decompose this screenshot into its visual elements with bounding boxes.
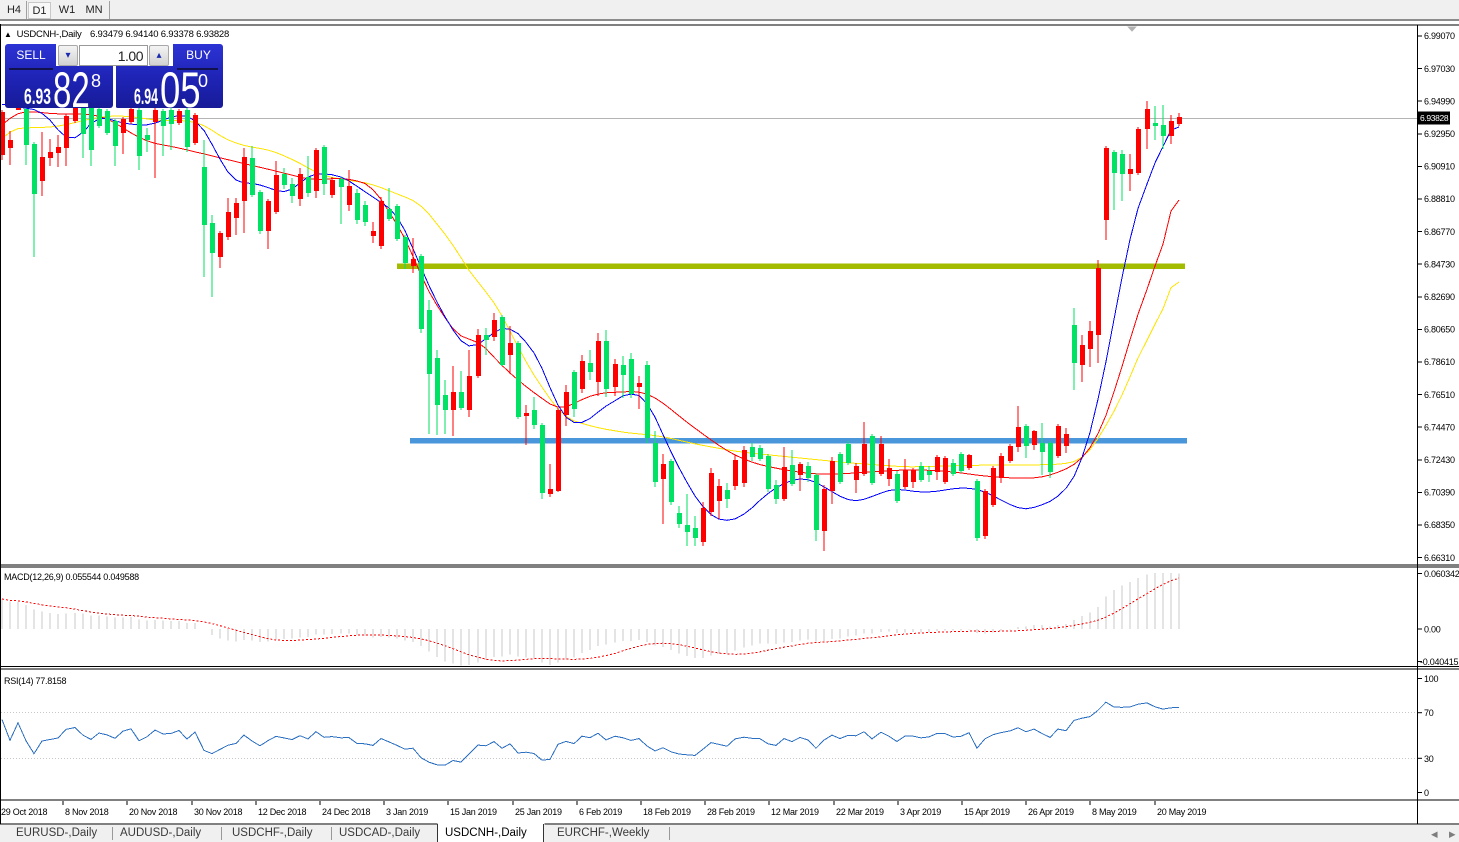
svg-text:3 Jan 2019: 3 Jan 2019 bbox=[386, 807, 428, 817]
svg-text:26 Apr 2019: 26 Apr 2019 bbox=[1028, 807, 1074, 817]
svg-text:6.70390: 6.70390 bbox=[1424, 488, 1455, 498]
svg-text:30 Nov 2018: 30 Nov 2018 bbox=[194, 807, 243, 817]
svg-text:6.74470: 6.74470 bbox=[1424, 422, 1455, 432]
svg-text:6.76510: 6.76510 bbox=[1424, 390, 1455, 400]
svg-text:24 Dec 2018: 24 Dec 2018 bbox=[322, 807, 371, 817]
svg-text:6.82690: 6.82690 bbox=[1424, 292, 1455, 302]
svg-text:6.92950: 6.92950 bbox=[1424, 129, 1455, 139]
svg-text:20 May 2019: 20 May 2019 bbox=[1157, 807, 1207, 817]
svg-text:6.66310: 6.66310 bbox=[1424, 553, 1455, 563]
svg-text:6 Feb 2019: 6 Feb 2019 bbox=[579, 807, 622, 817]
svg-text:100: 100 bbox=[1424, 674, 1439, 684]
svg-text:15 Jan 2019: 15 Jan 2019 bbox=[450, 807, 497, 817]
svg-text:29 Oct 2018: 29 Oct 2018 bbox=[1, 807, 48, 817]
svg-text:6.94990: 6.94990 bbox=[1424, 96, 1455, 106]
svg-text:-0.040415: -0.040415 bbox=[1420, 657, 1459, 667]
svg-text:30: 30 bbox=[1424, 754, 1434, 764]
svg-text:6.80650: 6.80650 bbox=[1424, 325, 1455, 335]
svg-text:25 Jan 2019: 25 Jan 2019 bbox=[515, 807, 562, 817]
svg-text:6.93828: 6.93828 bbox=[1420, 113, 1449, 123]
svg-text:0: 0 bbox=[1424, 788, 1429, 798]
svg-text:RSI(14) 77.8158: RSI(14) 77.8158 bbox=[4, 676, 67, 686]
svg-text:6.84730: 6.84730 bbox=[1424, 259, 1455, 269]
svg-text:28 Feb 2019: 28 Feb 2019 bbox=[707, 807, 755, 817]
svg-text:15 Apr 2019: 15 Apr 2019 bbox=[964, 807, 1010, 817]
svg-text:6.97030: 6.97030 bbox=[1424, 64, 1455, 74]
svg-text:3 Apr 2019: 3 Apr 2019 bbox=[900, 807, 941, 817]
svg-text:0.00: 0.00 bbox=[1424, 625, 1441, 635]
svg-text:20 Nov 2018: 20 Nov 2018 bbox=[129, 807, 178, 817]
svg-text:6.86770: 6.86770 bbox=[1424, 227, 1455, 237]
svg-text:6.88810: 6.88810 bbox=[1424, 194, 1455, 204]
svg-text:6.78610: 6.78610 bbox=[1424, 357, 1455, 367]
svg-text:0.060342: 0.060342 bbox=[1424, 569, 1459, 579]
svg-text:12 Dec 2018: 12 Dec 2018 bbox=[258, 807, 307, 817]
svg-text:18 Feb 2019: 18 Feb 2019 bbox=[643, 807, 691, 817]
svg-text:8 Nov 2018: 8 Nov 2018 bbox=[65, 807, 109, 817]
svg-text:70: 70 bbox=[1424, 708, 1434, 718]
svg-text:6.72430: 6.72430 bbox=[1424, 455, 1455, 465]
svg-text:6.68350: 6.68350 bbox=[1424, 520, 1455, 530]
svg-text:12 Mar 2019: 12 Mar 2019 bbox=[771, 807, 819, 817]
svg-text:22 Mar 2019: 22 Mar 2019 bbox=[836, 807, 884, 817]
svg-text:MACD(12,26,9) 0.055544 0.04958: MACD(12,26,9) 0.055544 0.049588 bbox=[4, 572, 139, 582]
svg-text:6.99070: 6.99070 bbox=[1424, 31, 1455, 41]
svg-text:8 May 2019: 8 May 2019 bbox=[1092, 807, 1137, 817]
svg-text:6.90910: 6.90910 bbox=[1424, 162, 1455, 172]
